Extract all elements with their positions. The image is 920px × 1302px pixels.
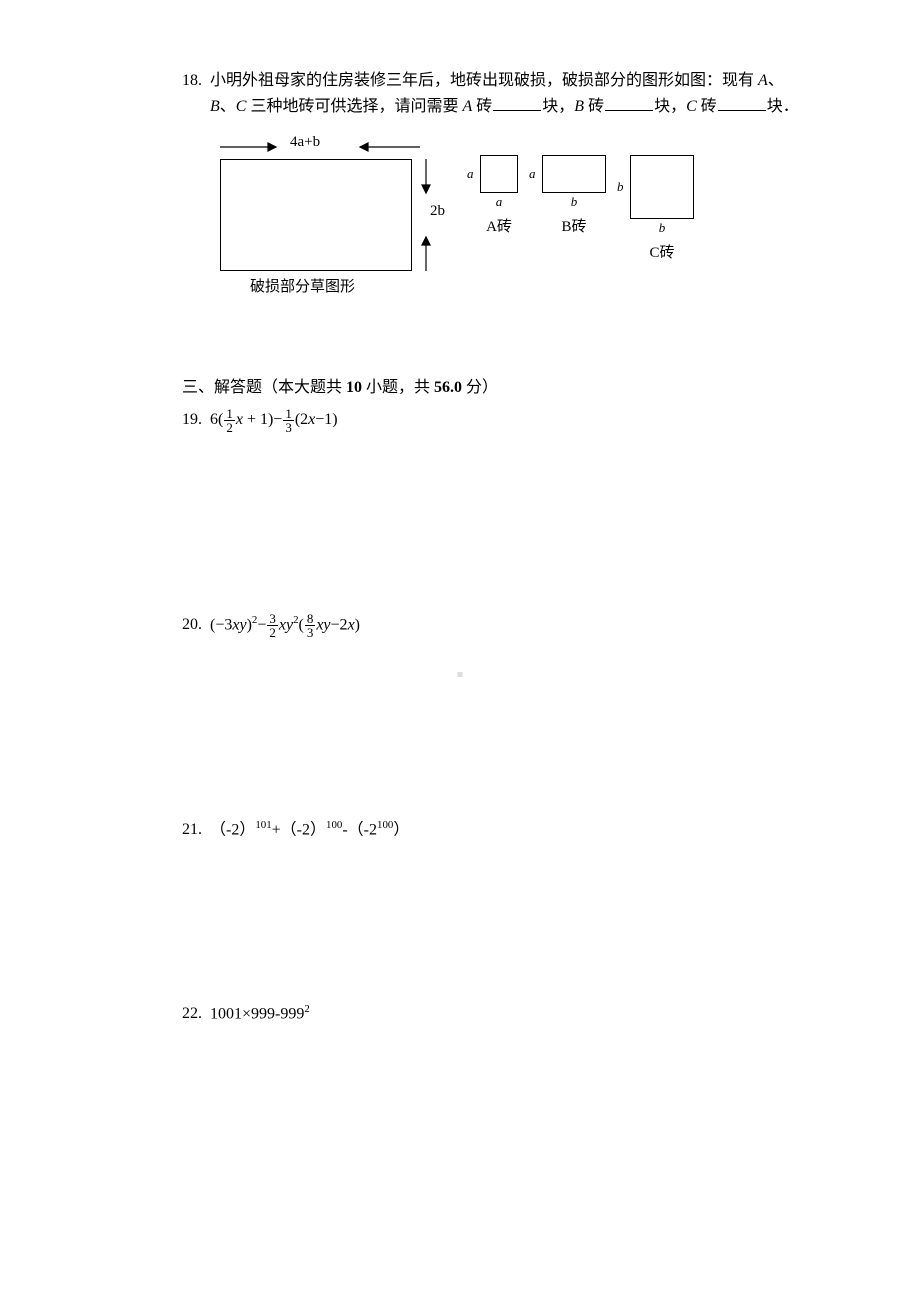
problem-19: 19. 6(12x + 1)−13(2x−1) <box>182 407 820 434</box>
right-label: 2b <box>430 203 445 220</box>
damaged-caption: 破损部分草图形 <box>250 275 355 296</box>
blank-B <box>605 95 653 111</box>
q18-line1: 小明外祖母家的住房装修三年后，地砖出现破损，破损部分的图形如图：现有 <box>210 72 758 89</box>
q20-expression: (−3xy)2−32xy2(83xy−2x) <box>210 612 360 639</box>
tile-A: a a A砖 <box>480 155 518 262</box>
var-C: C <box>236 98 247 115</box>
question-text: 小明外祖母家的住房装修三年后，地砖出现破损，破损部分的图形如图：现有 A、 B、… <box>210 68 799 119</box>
tile-samples: a a A砖 a b B砖 b b C <box>480 155 694 262</box>
problem-22: 22. 1001×999-9992 <box>182 1001 820 1027</box>
question-number: 18. <box>182 68 210 94</box>
question-number: 21. <box>182 817 210 843</box>
damaged-rect <box>220 159 412 271</box>
question-number: 19. <box>182 407 210 433</box>
var-B: B <box>210 98 220 115</box>
question-number: 20. <box>182 612 210 638</box>
q19-expression: 6(12x + 1)−13(2x−1) <box>210 407 338 434</box>
blank-A <box>493 95 541 111</box>
q18-diagram: 4a+b 2b 破损部分草图形 a a A砖 <box>212 135 820 315</box>
problem-21: 21. （-2）101+（-2）100-（-2100） <box>182 817 820 843</box>
problem-20: 20. (−3xy)2−32xy2(83xy−2x) <box>182 612 820 639</box>
q22-expression: 1001×999-9992 <box>210 1001 310 1027</box>
top-label: 4a+b <box>290 134 320 151</box>
blank-C <box>718 95 766 111</box>
q21-expression: （-2）101+（-2）100-（-2100） <box>210 817 409 843</box>
page-mark-icon <box>458 672 463 677</box>
tile-C: b b C砖 <box>630 155 694 262</box>
var-A: A <box>758 72 768 89</box>
question-number: 22. <box>182 1001 210 1027</box>
tile-B: a b B砖 <box>542 155 606 262</box>
problem-18: 18. 小明外祖母家的住房装修三年后，地砖出现破损，破损部分的图形如图：现有 A… <box>182 68 820 315</box>
section-3-header: 三、解答题（本大题共 10 小题，共 56.0 分） <box>182 373 820 397</box>
